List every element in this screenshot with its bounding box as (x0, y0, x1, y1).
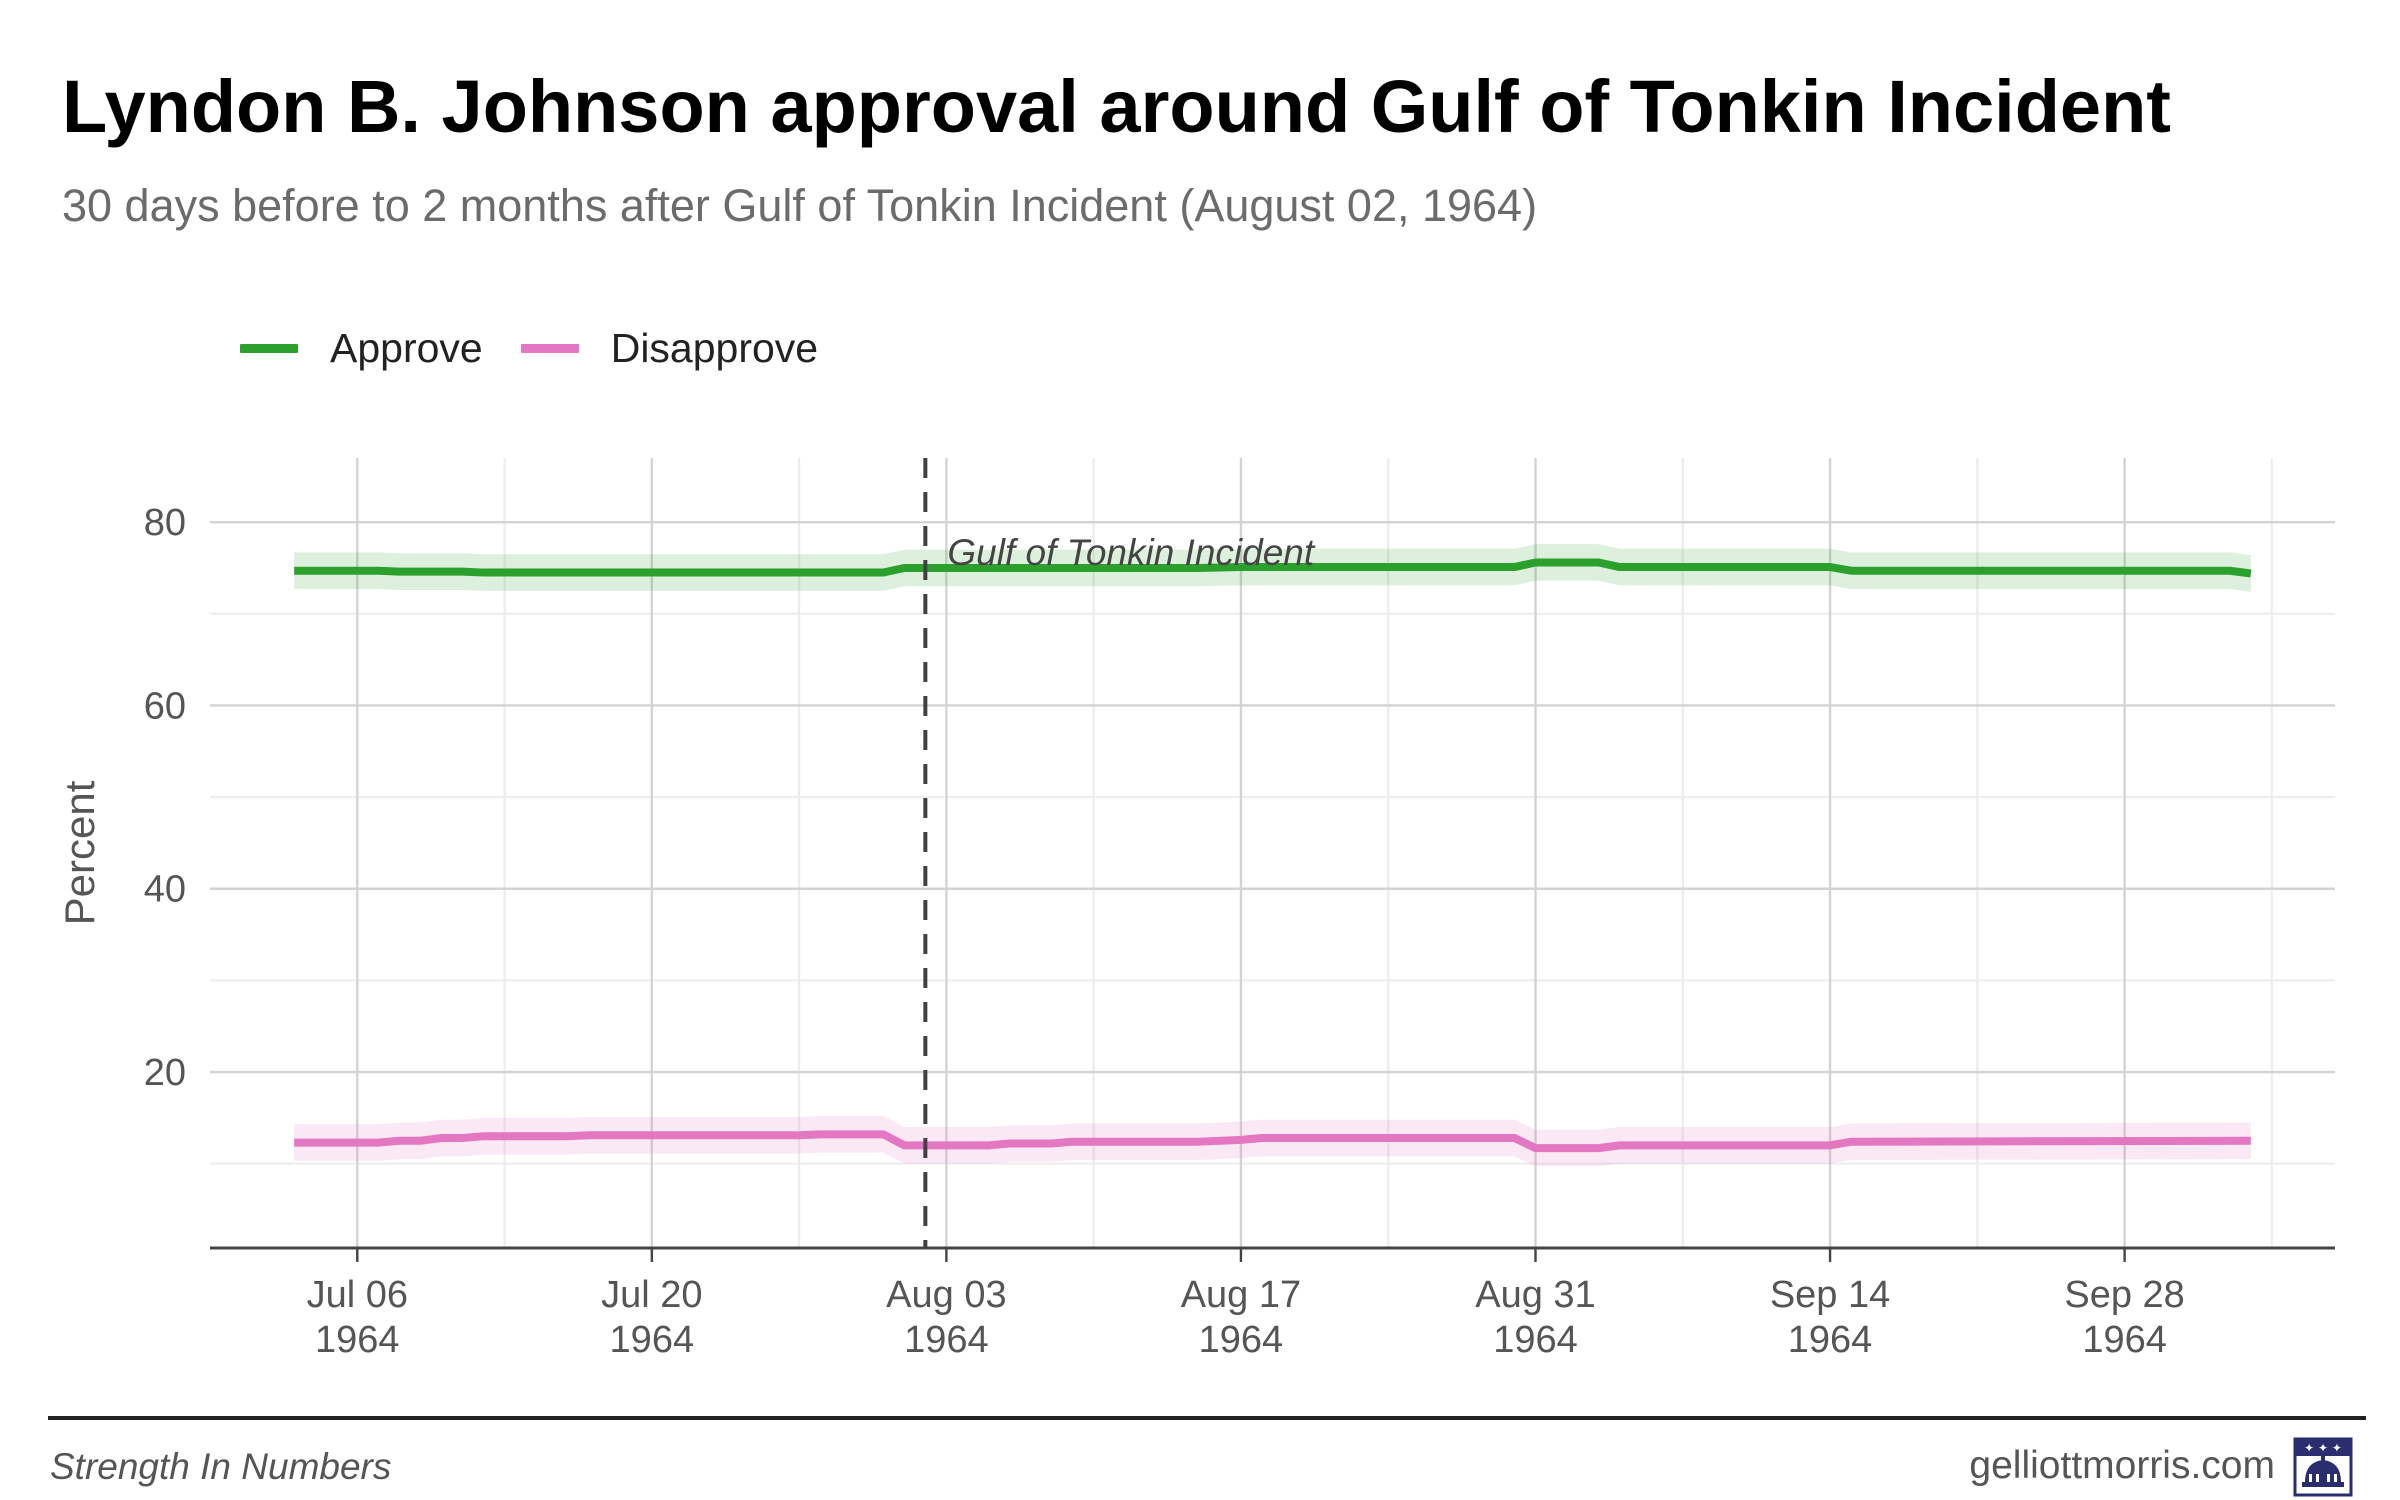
x-tick-year-label: 1964 (1493, 1319, 1578, 1361)
legend-swatch-disapprove (520, 343, 579, 353)
capitol-dome-icon: ✦ ✦ ✦ (2293, 1437, 2353, 1497)
event-annotation-label: Gulf of Tonkin Incident (947, 532, 1316, 573)
footer-website: gelliottmorris.com (1969, 1444, 2275, 1487)
x-tick-label: Sep 14 (1770, 1274, 1890, 1316)
series-line-disapprove (294, 1130, 2251, 1153)
legend-item-approve: Approve (240, 325, 483, 372)
x-tick-year-label: 1964 (1788, 1319, 1873, 1361)
footer-divider (48, 1416, 2366, 1420)
chart-subtitle: 30 days before to 2 months after Gulf of… (62, 180, 1538, 231)
y-tick-label: 60 (144, 685, 186, 727)
y-tick-label: 20 (144, 1052, 186, 1094)
y-tick-label: 80 (144, 502, 186, 544)
chart-title: Lyndon B. Johnson approval around Gulf o… (62, 65, 2171, 148)
x-tick-year-label: 1964 (904, 1319, 989, 1361)
legend-label-disapprove: Disapprove (610, 324, 819, 371)
x-tick-label: Aug 31 (1475, 1274, 1595, 1316)
x-tick-year-label: 1964 (2082, 1319, 2167, 1361)
x-tick-label: Jul 06 (307, 1274, 408, 1316)
x-tick-label: Jul 20 (601, 1274, 702, 1316)
x-tick-year-label: 1964 (610, 1319, 695, 1361)
footer-brand: Strength In Numbers (50, 1446, 392, 1487)
svg-text:✦ ✦ ✦: ✦ ✦ ✦ (2304, 1441, 2342, 1455)
legend: Approve Disapprove (240, 318, 856, 378)
series-line-approve (294, 558, 2252, 578)
legend-item-disapprove: Disapprove (520, 324, 819, 372)
y-axis-title: Percent (56, 780, 103, 925)
legend-label-approve: Approve (330, 324, 483, 371)
y-tick-label: 40 (144, 869, 186, 911)
legend-swatch-approve (240, 343, 298, 353)
x-tick-year-label: 1964 (315, 1319, 400, 1361)
x-tick-label: Sep 28 (2064, 1274, 2184, 1316)
x-tick-label: Aug 17 (1181, 1274, 1301, 1316)
x-tick-year-label: 1964 (1199, 1319, 1284, 1361)
x-tick-label: Aug 03 (886, 1274, 1006, 1316)
